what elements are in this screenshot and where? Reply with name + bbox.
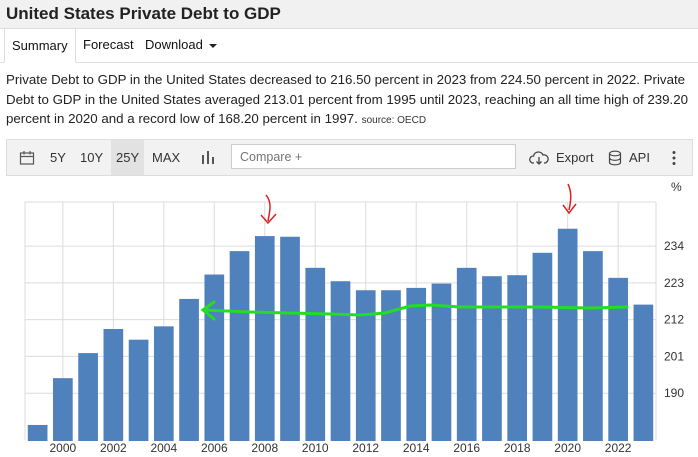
chart-type-button[interactable] [197,140,219,175]
bar-2001[interactable] [78,353,98,441]
bar-2010[interactable] [305,267,326,441]
bar-2004[interactable] [153,326,174,441]
api-button[interactable]: API [607,140,659,175]
bar-2022[interactable] [608,277,628,441]
export-button[interactable]: Export [528,140,596,175]
annotation-markup [200,183,629,321]
x-tick-label: 2018 [504,441,531,455]
x-tick-label: 2016 [453,441,480,455]
bar-2015[interactable] [431,283,452,441]
annotation-average-line [201,303,629,317]
x-tick-label: 2012 [352,441,379,455]
x-tick-label: 2002 [100,441,127,455]
x-tick-label: 2014 [403,441,430,455]
tab-summary[interactable]: Summary [4,28,76,63]
annotation-arrow-2020 [562,183,577,215]
bar-2009[interactable] [280,236,300,441]
bar-2018[interactable] [507,275,528,441]
y-tick-label: 212 [664,313,684,327]
page-title: United States Private Debt to GDP [6,4,281,23]
bar-2008[interactable] [254,236,275,441]
x-tick-label: 2006 [201,441,228,455]
description-text: Private Debt to GDP in the United States… [6,72,689,126]
range-5y[interactable]: 5Y [50,150,66,165]
bar-2020[interactable] [557,228,578,441]
tab-download-label: Download [145,37,203,52]
database-icon [608,150,622,166]
bar-2023[interactable] [633,304,654,441]
y-tick-label: 190 [664,386,684,400]
calendar-icon [19,151,35,165]
bar-1999[interactable] [27,424,48,441]
range-10y[interactable]: 10Y [80,150,104,165]
bar-chart-icon [202,151,214,164]
tab-download[interactable]: Download [145,28,217,62]
bar-2002[interactable] [103,329,124,441]
bar-2012[interactable] [355,290,376,441]
api-label: API [629,150,650,165]
source-label: source: OECD [361,115,427,126]
more-vertical-icon [672,151,676,165]
bar-2005[interactable] [179,298,199,441]
bar-2013[interactable] [381,290,401,441]
annotation-arrow-2008 [260,194,277,225]
range-max[interactable]: MAX [152,150,181,165]
x-tick-label: 2000 [50,441,77,455]
bar-2007[interactable] [229,251,250,441]
bar-2000[interactable] [53,378,73,441]
y-tick-label: 223 [664,276,684,290]
range-25y[interactable]: 25Y [111,140,145,175]
annotation-average-arrowhead [200,300,216,321]
cloud-download-icon [529,151,549,165]
caret-down-icon [208,43,217,48]
bar-2014[interactable] [406,287,427,441]
bar-2011[interactable] [330,281,351,441]
x-tick-label: 2008 [251,441,278,455]
calendar-button[interactable] [15,140,39,175]
x-tick-label: 2010 [302,441,329,455]
x-axis-labels: 2000 2002 2004 2006 2008 2010 2012 2014 2016 2018… [50,441,632,455]
y-unit-label: % [671,180,682,194]
bar-2017[interactable] [482,276,502,441]
bar-2019[interactable] [532,252,553,441]
tab-forecast[interactable]: Forecast [83,37,134,52]
y-tick-label: 234 [664,239,684,253]
x-tick-label: 2022 [605,441,632,455]
description: Private Debt to GDP in the United States… [6,70,694,131]
x-tick-label: 2004 [150,441,177,455]
bar-2003[interactable] [128,339,149,441]
more-options-button[interactable] [667,140,681,175]
export-label: Export [556,150,594,165]
title-bar: United States Private Debt to GDP [0,0,698,29]
bar-2016[interactable] [456,267,477,441]
compare-input[interactable] [231,144,516,169]
x-tick-label: 2020 [554,441,581,455]
y-axis-labels: 190 201 212 223 234 [664,239,684,400]
bar-2006[interactable] [204,274,225,441]
chart-toolbar: 5Y 10Y 25Y MAX Export API [6,139,693,176]
bar-2021[interactable] [583,251,603,441]
chart-bars [27,228,654,441]
y-tick-label: 201 [664,349,684,363]
tab-bar: Summary Forecast Download [0,28,698,63]
bar-chart: 2000 2002 2004 2006 2008 2010 2012 2014 2016 2018… [24,180,684,455]
